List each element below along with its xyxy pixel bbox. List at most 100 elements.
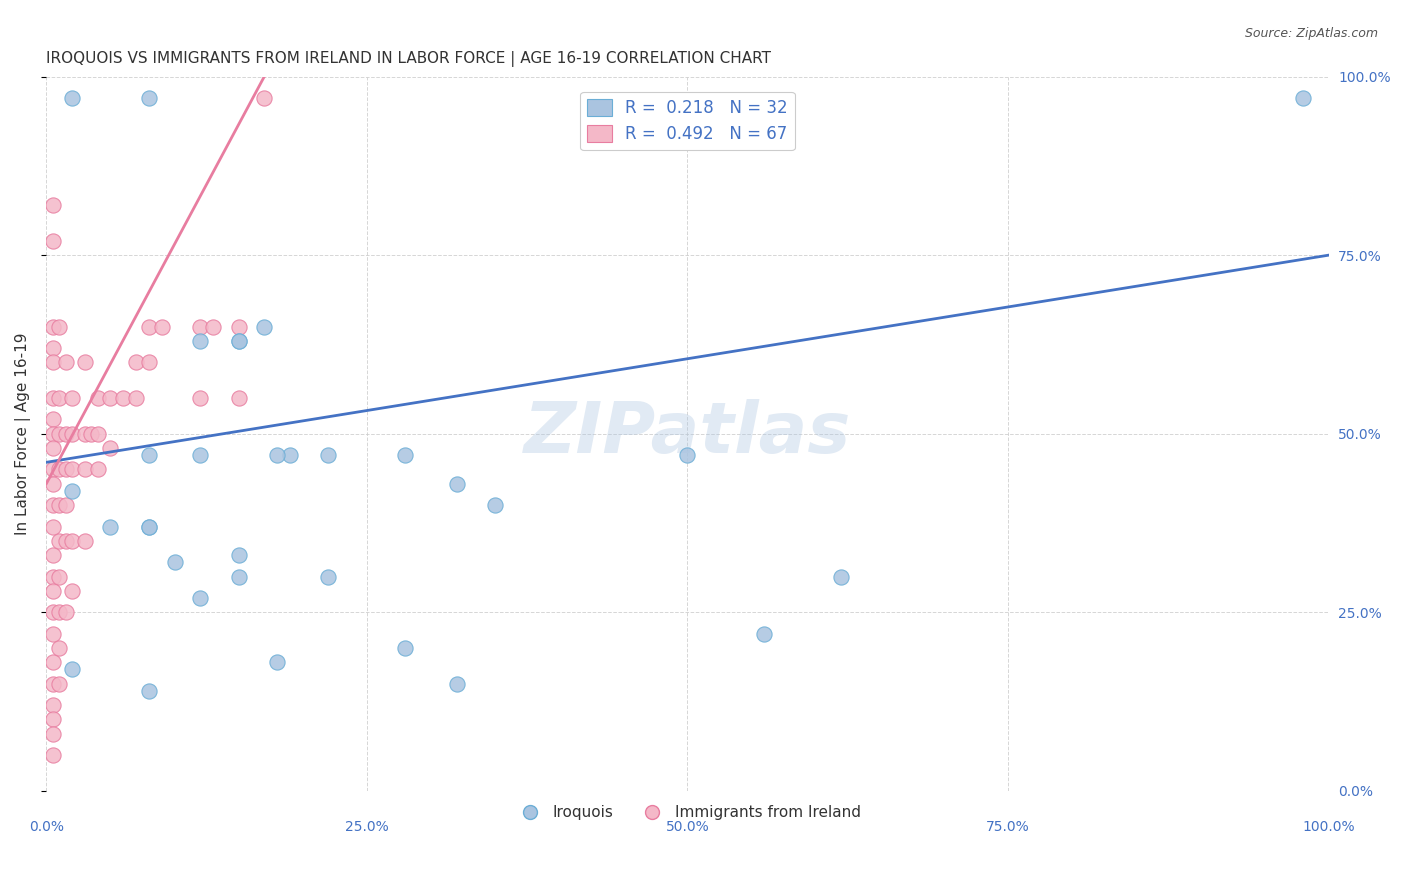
Point [73,533,96,548]
Point [41,391,63,405]
Point [138,519,160,533]
Point [48,426,70,441]
Point [60,583,83,598]
Point [446,677,468,691]
Point [48,462,70,476]
Point [86,426,108,441]
Point [266,656,288,670]
Point [676,448,699,462]
Point [278,448,301,462]
Point [112,391,135,405]
Point [100,391,122,405]
Point [228,334,250,348]
Legend: Iroquois, Immigrants from Ireland: Iroquois, Immigrants from Ireland [508,799,866,826]
Point [318,569,340,583]
Point [41,412,63,426]
Text: 0.0%: 0.0% [28,820,63,833]
Point [48,605,70,619]
Point [41,713,63,727]
Point [41,441,63,455]
Point [138,684,160,698]
Point [41,519,63,533]
Point [41,548,63,562]
Point [86,391,108,405]
Point [55,498,77,512]
Point [41,727,63,741]
Point [41,198,63,212]
Point [48,677,70,691]
Point [55,462,77,476]
Y-axis label: In Labor Force | Age 16-19: In Labor Force | Age 16-19 [15,333,31,535]
Point [80,426,103,441]
Point [41,341,63,355]
Point [41,583,63,598]
Point [188,591,211,605]
Text: 50.0%: 50.0% [665,820,710,833]
Point [754,627,776,641]
Text: IROQUOIS VS IMMIGRANTS FROM IRELAND IN LABOR FORCE | AGE 16-19 CORRELATION CHART: IROQUOIS VS IMMIGRANTS FROM IRELAND IN L… [46,51,772,67]
Point [150,319,173,334]
Point [48,641,70,656]
Text: 25.0%: 25.0% [344,820,388,833]
Point [125,355,148,369]
Text: Source: ZipAtlas.com: Source: ZipAtlas.com [1244,27,1378,40]
Point [60,483,83,498]
Point [125,391,148,405]
Text: 75.0%: 75.0% [986,820,1031,833]
Point [138,91,160,105]
Point [41,569,63,583]
Text: 100.0%: 100.0% [1302,820,1355,833]
Point [41,656,63,670]
Point [41,234,63,248]
Point [55,426,77,441]
Point [100,441,122,455]
Point [41,462,63,476]
Point [394,448,416,462]
Point [484,498,506,512]
Point [228,319,250,334]
Point [830,569,852,583]
Point [55,355,77,369]
Point [138,319,160,334]
Point [228,334,250,348]
Point [60,663,83,677]
Point [41,605,63,619]
Point [446,476,468,491]
Point [41,677,63,691]
Point [201,319,224,334]
Point [60,533,83,548]
Point [228,548,250,562]
Point [73,462,96,476]
Point [48,498,70,512]
Point [188,448,211,462]
Point [41,476,63,491]
Point [48,319,70,334]
Point [60,426,83,441]
Point [318,448,340,462]
Point [253,91,276,105]
Point [138,355,160,369]
Point [73,426,96,441]
Point [228,391,250,405]
Point [188,319,211,334]
Point [228,569,250,583]
Point [55,533,77,548]
Point [86,462,108,476]
Point [1292,91,1315,105]
Point [394,641,416,656]
Point [41,627,63,641]
Point [73,355,96,369]
Point [100,519,122,533]
Point [138,519,160,533]
Point [48,569,70,583]
Point [188,334,211,348]
Point [41,748,63,763]
Point [41,498,63,512]
Point [188,391,211,405]
Point [48,533,70,548]
Point [253,319,276,334]
Point [60,91,83,105]
Point [60,462,83,476]
Point [41,319,63,334]
Point [41,355,63,369]
